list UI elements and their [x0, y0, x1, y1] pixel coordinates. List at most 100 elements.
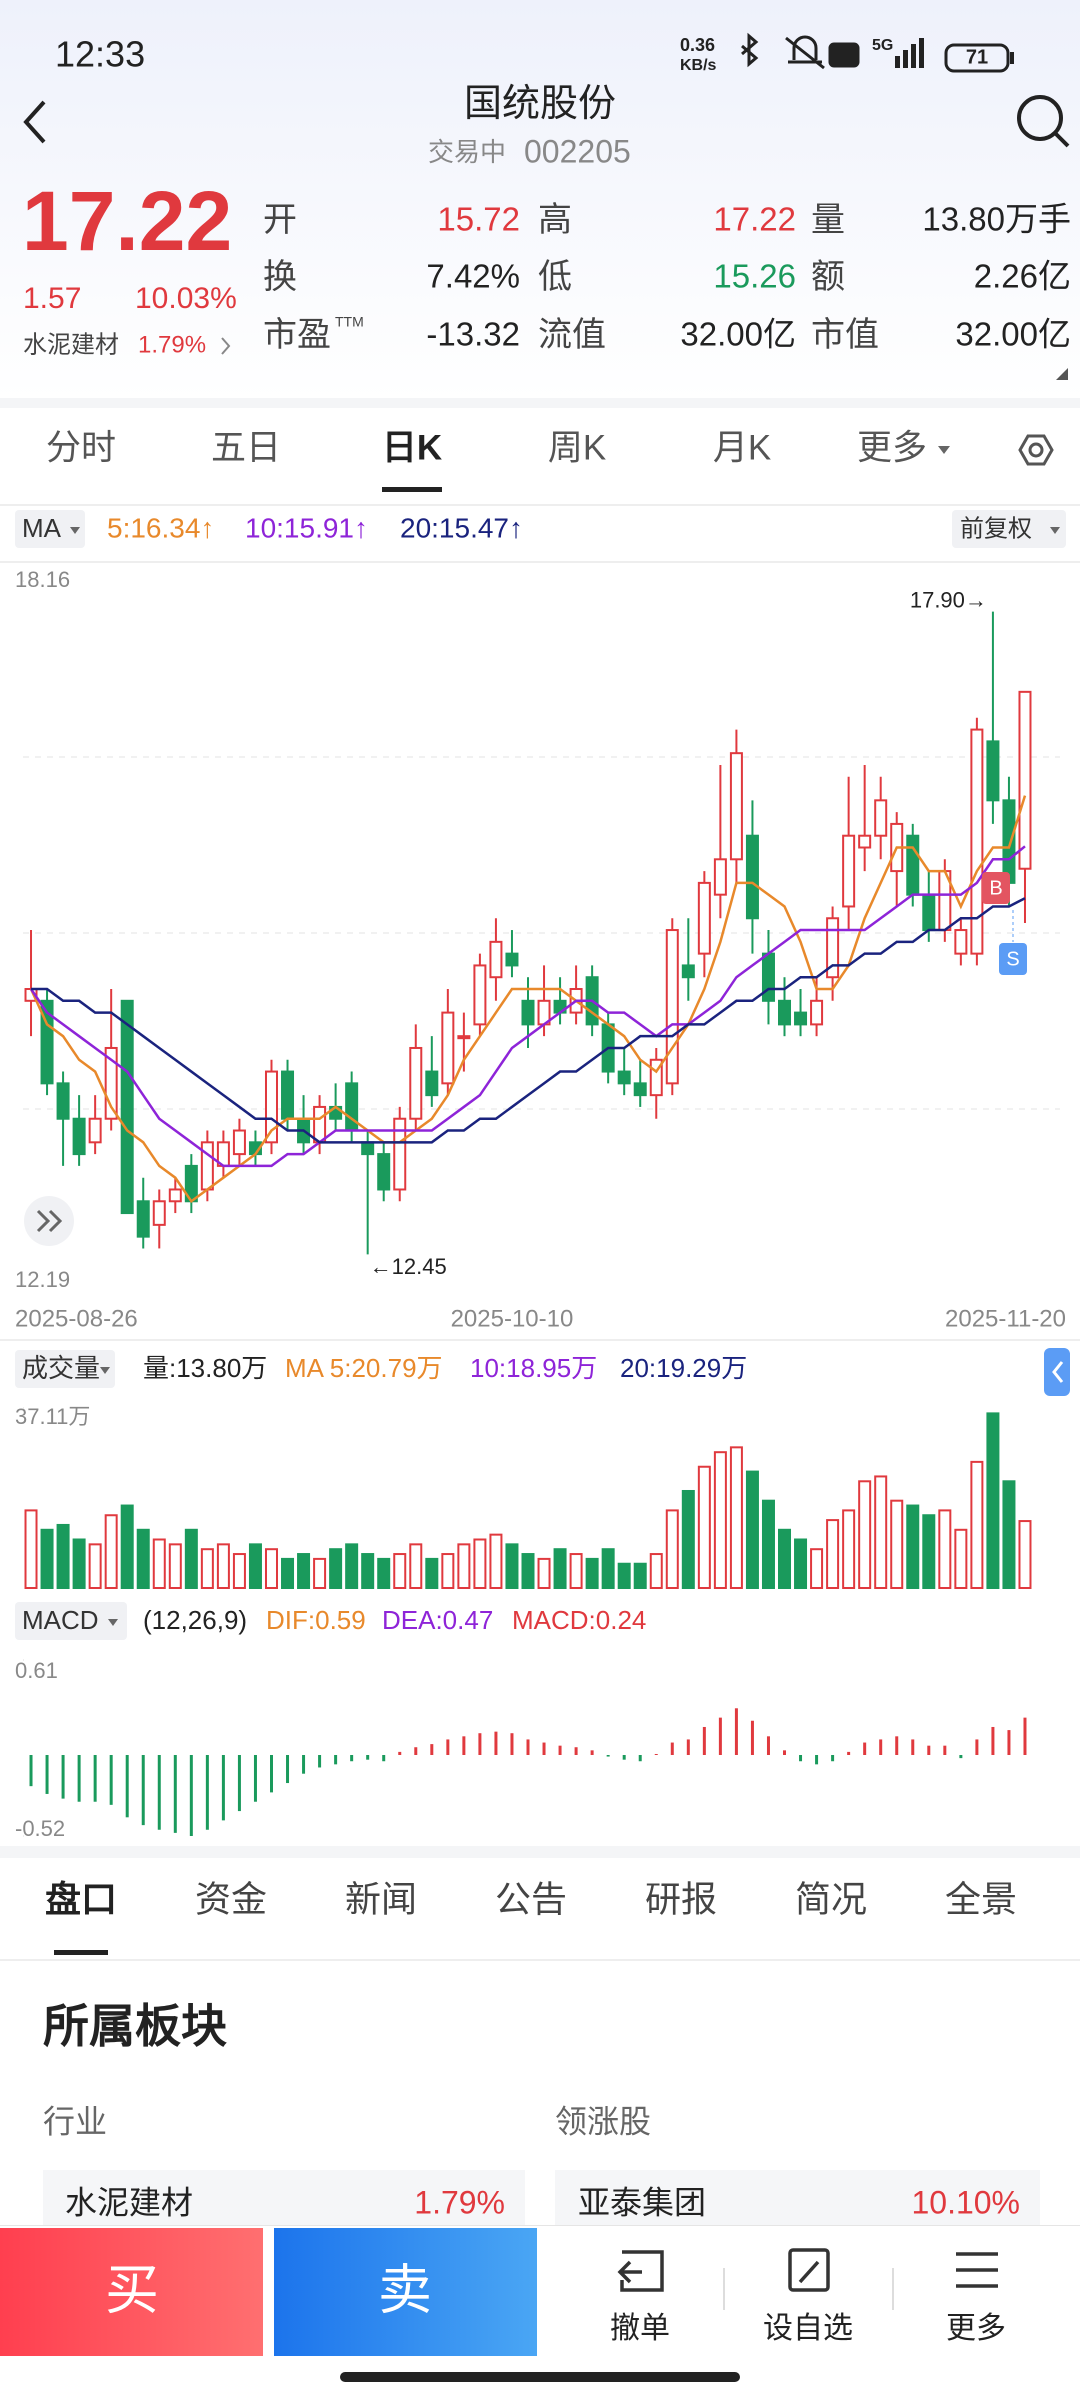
legend-entry: 10:15.91↑ — [245, 512, 368, 543]
candle-body — [168, 1188, 182, 1203]
ma-line — [29, 795, 1027, 1204]
info-tab[interactable]: 新闻 — [345, 1879, 417, 1920]
adjust-mode: 前复权 — [960, 515, 1032, 542]
volume-bar — [649, 1553, 663, 1589]
candle-body — [761, 952, 775, 1002]
volume-bar — [874, 1475, 888, 1590]
candle-body — [313, 1105, 327, 1144]
candle-body — [970, 728, 984, 955]
volume-bar — [297, 1553, 311, 1589]
candle-body — [281, 1070, 295, 1120]
net-speed: 0.36 — [680, 35, 715, 55]
action-label[interactable]: 更多 — [946, 2312, 1006, 2345]
price-change-pct: 10.03% — [135, 282, 237, 315]
volume-bar — [88, 1543, 102, 1589]
indicator-name: MA — [22, 513, 62, 543]
back-button[interactable] — [23, 100, 46, 144]
info-tab[interactable]: 资金 — [195, 1879, 267, 1920]
stat-label: 额 — [811, 258, 845, 296]
leader-name: 亚泰集团 — [578, 2184, 706, 2220]
sell-button[interactable] — [274, 2228, 537, 2356]
stat-label: 换 — [263, 258, 297, 296]
indicator-select[interactable] — [15, 1602, 127, 1640]
volume-bar — [890, 1499, 904, 1590]
column-label: 行业 — [43, 2103, 107, 2139]
period-tab[interactable]: 日K — [382, 428, 442, 467]
action-label[interactable]: 设自选 — [763, 2312, 853, 2345]
volume-bar — [1018, 1520, 1032, 1589]
volume-bar — [56, 1523, 70, 1589]
volume-bar — [794, 1538, 808, 1590]
sell-label[interactable]: 卖 — [378, 2260, 432, 2320]
collapse-tab[interactable] — [1044, 1348, 1070, 1396]
volume-bar — [72, 1538, 86, 1590]
candle-body — [745, 834, 759, 920]
indicator-select[interactable] — [15, 1350, 115, 1388]
volume-bar — [810, 1548, 824, 1589]
volume-bar — [537, 1557, 551, 1590]
period-tab[interactable]: 周K — [548, 428, 606, 467]
legend-entry: 20:15.47↑ — [400, 512, 523, 543]
stat-value: 32.00亿 — [955, 316, 1071, 353]
info-tab[interactable]: 全景 — [945, 1879, 1017, 1920]
candle-body — [88, 1117, 102, 1144]
status-time: 12:33 — [55, 34, 145, 75]
volume-bar — [248, 1543, 262, 1589]
info-tab[interactable]: 公告 — [495, 1879, 567, 1920]
leader-row[interactable] — [555, 2170, 1040, 2232]
stat-label: 市盈 — [263, 316, 331, 354]
volume-bar — [377, 1557, 391, 1590]
adjust-select[interactable] — [952, 510, 1066, 548]
industry-row[interactable] — [43, 2170, 525, 2232]
candle-body — [922, 893, 936, 932]
sell-marker-label: S — [1006, 948, 1019, 970]
expand-corner[interactable] — [1056, 368, 1068, 380]
action-label[interactable]: 撤单 — [610, 2312, 670, 2345]
candle-body — [697, 881, 711, 955]
buy-button[interactable] — [0, 2228, 263, 2356]
stock-code: 002205 — [524, 133, 631, 169]
y-tick-label: 18.16 — [15, 567, 70, 592]
info-tab[interactable]: 研报 — [645, 1879, 717, 1920]
info-tab[interactable]: 盘口 — [45, 1879, 117, 1920]
legend-entry: 20:19.29万 — [620, 1353, 747, 1383]
volume-bar — [665, 1509, 679, 1590]
last-price: 17.22 — [22, 174, 232, 268]
period-tab[interactable]: 更多 — [857, 428, 927, 467]
search-button[interactable] — [1017, 95, 1070, 148]
candle-body — [264, 1070, 278, 1144]
volume-bar — [681, 1489, 695, 1589]
volume-bar — [601, 1548, 615, 1589]
candle-body — [794, 1011, 808, 1026]
candle-body — [136, 1200, 150, 1238]
candle-body — [842, 834, 856, 908]
candle-body — [377, 1153, 391, 1191]
volume-bar — [970, 1460, 984, 1589]
legend-entry: MA 5:20.79万 — [285, 1353, 443, 1383]
status-icons — [741, 32, 1014, 73]
settings-button[interactable] — [1018, 434, 1054, 466]
info-tab[interactable]: 简况 — [795, 1879, 867, 1920]
home-indicator — [340, 2372, 740, 2382]
indicator-name: 成交量 — [22, 1353, 100, 1383]
sector-arrow[interactable] — [221, 337, 231, 355]
sector-pct: 1.79% — [138, 331, 206, 358]
volume-bar — [120, 1504, 134, 1590]
legend-entry: MACD:0.24 — [512, 1605, 646, 1635]
volume-bar — [393, 1553, 407, 1589]
candle-body — [200, 1141, 214, 1191]
x-tick-label: 2025-11-20 — [945, 1305, 1066, 1332]
volume-bar — [232, 1553, 246, 1589]
active-tab-underline — [54, 1950, 108, 1955]
candle-body — [425, 1070, 439, 1097]
volume-bar — [345, 1543, 359, 1589]
low-annotation: ←12.45 — [370, 1254, 447, 1279]
buy-label[interactable]: 买 — [105, 2260, 159, 2320]
indicator-select[interactable] — [15, 510, 85, 548]
period-tab[interactable]: 月K — [713, 428, 771, 467]
candle-body — [713, 858, 727, 896]
period-tab[interactable]: 五日 — [211, 428, 281, 467]
period-tab[interactable]: 分时 — [46, 428, 116, 467]
divider — [0, 1846, 1080, 1858]
